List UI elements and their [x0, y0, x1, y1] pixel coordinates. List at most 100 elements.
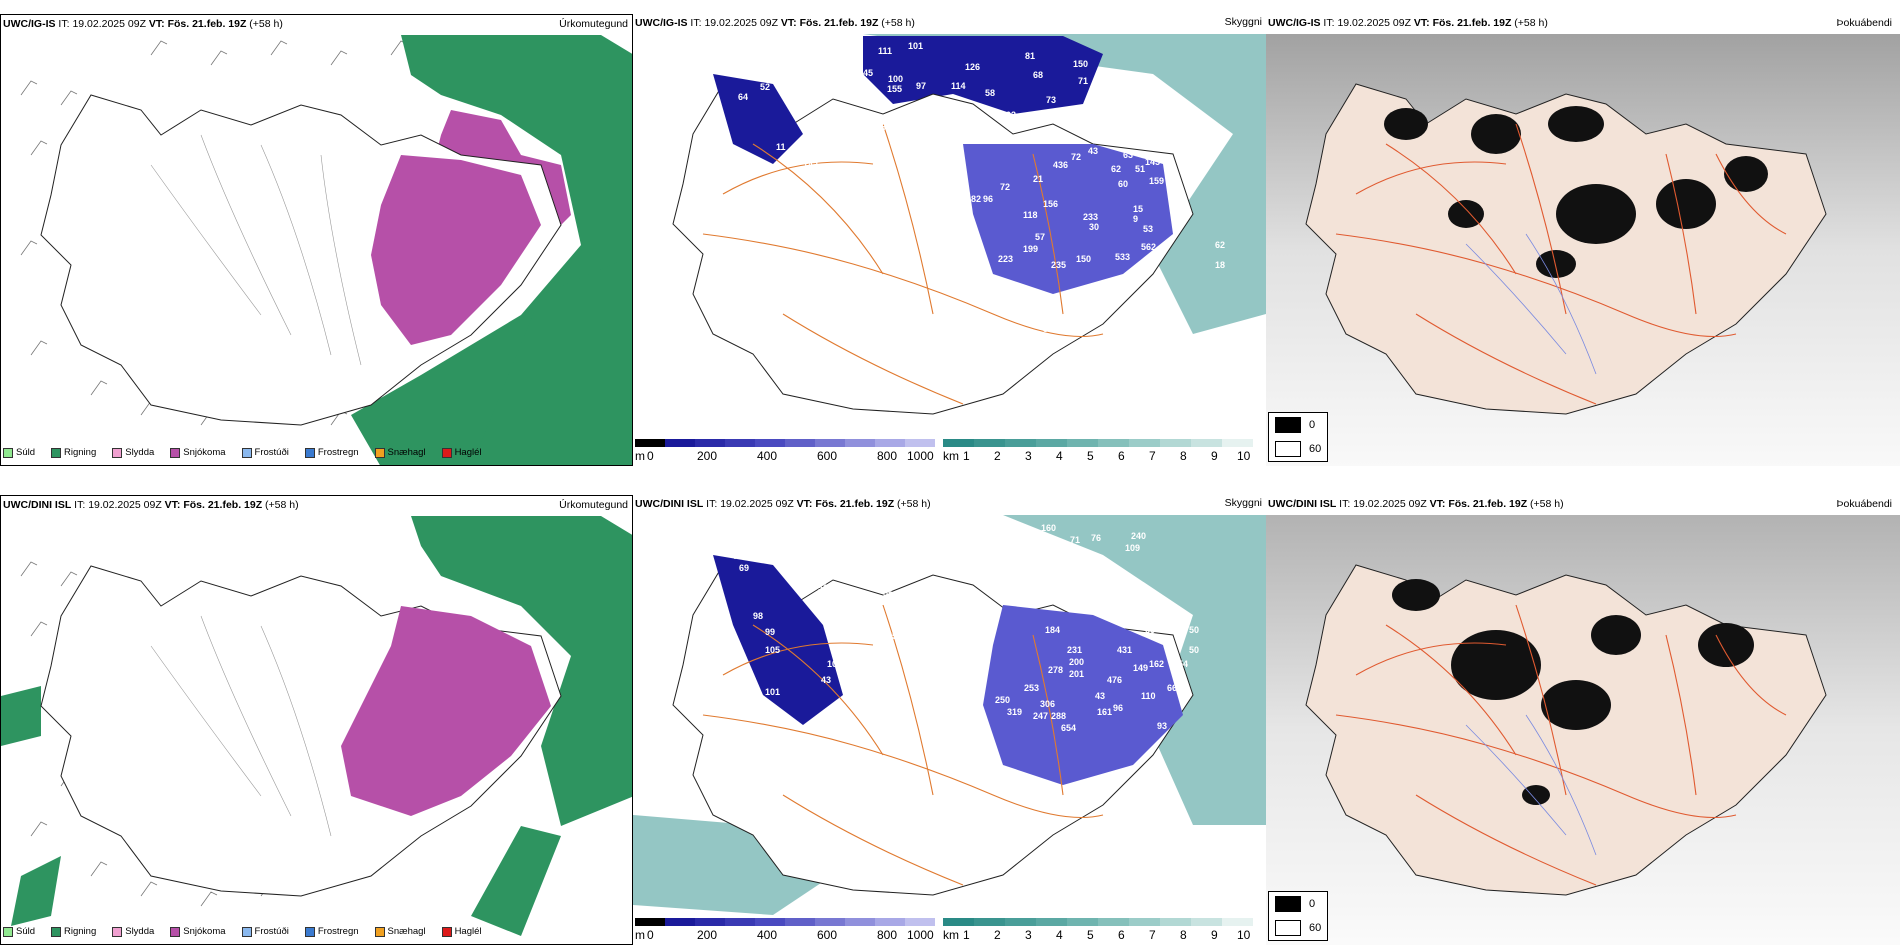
- ceiling-east: [983, 605, 1183, 785]
- cloud-label: 52: [760, 82, 771, 92]
- legend-hail: Haglél: [441, 926, 482, 937]
- cloud-label: 149: [1133, 663, 1149, 673]
- cloud-label: 159: [1149, 176, 1165, 186]
- ceiling-west: [713, 74, 803, 164]
- cloud-label: 156: [1043, 199, 1059, 209]
- cloud-label: 111: [878, 46, 893, 56]
- cloud-label: 43: [1088, 146, 1099, 156]
- cloud-label: 65: [889, 655, 900, 665]
- legend-hail: Haglél: [441, 447, 482, 458]
- cloud-panel-top: UWC/IG-IS IT: 19.02.2025 09Z VT: Fös. 21…: [633, 14, 1266, 466]
- cloud-label: 50: [1116, 613, 1127, 623]
- snow-area-land: [371, 155, 541, 345]
- visibility-unit: km: [943, 928, 959, 942]
- visibility-tick: 3: [1025, 928, 1032, 942]
- cloud-label: 253: [1024, 683, 1040, 693]
- panel-title: UWC/IG-IS IT: 19.02.2025 09Z VT: Fös. 21…: [3, 18, 283, 30]
- cloud-label: 30: [1089, 222, 1100, 232]
- panel-title: UWC/IG-IS IT: 19.02.2025 09Z VT: Fös. 21…: [1268, 17, 1548, 29]
- visibility-colorbar-gradient: [943, 918, 1253, 926]
- ceiling-tick: 200: [697, 928, 718, 942]
- rain-area: [411, 516, 632, 826]
- visibility-tick: 7: [1149, 928, 1156, 942]
- ceiling-colorbar-gradient: [635, 918, 935, 926]
- cloud-label: 306: [1040, 699, 1056, 709]
- cloud-label: 53: [1143, 224, 1154, 234]
- visibility-tick: 4: [1056, 449, 1063, 463]
- cloud-label: 57: [775, 64, 786, 74]
- cloud-label: 75: [1073, 563, 1084, 573]
- cloud-label: 45: [851, 631, 862, 641]
- cloud-label: 235: [1051, 260, 1067, 270]
- legend-sleet: Slydda: [112, 447, 154, 458]
- cloud-label: 50: [1189, 645, 1200, 655]
- visibility-tick: 1: [963, 449, 970, 463]
- precip-legend: Súld Rigning Slydda Snjókoma Frostúði Fr…: [3, 447, 492, 458]
- cloud-label: 37: [868, 645, 879, 655]
- cloud-label: 12: [923, 320, 934, 330]
- legend-snow-pellets: Snæhagl: [374, 447, 426, 458]
- variable-title: Þokuábendi: [1836, 498, 1892, 510]
- cloud-label: 68: [1033, 70, 1044, 80]
- visibility-tick: 1: [963, 928, 970, 942]
- fog-patches: [1384, 106, 1768, 278]
- rain-strip: [1, 686, 561, 936]
- cloud-label: 199: [1023, 244, 1039, 254]
- cloud-label: 61: [779, 557, 790, 567]
- roads: [1335, 604, 1787, 886]
- legend-snow: Snjókoma: [170, 447, 226, 458]
- cloud-label: 82: [971, 194, 982, 204]
- fog-panel-top: UWC/IG-IS IT: 19.02.2025 09Z VT: Fös. 21…: [1266, 14, 1900, 466]
- panel-title: UWC/DINI ISL IT: 19.02.2025 09Z VT: Fös.…: [3, 499, 299, 511]
- variable-title: Skyggni: [1224, 16, 1262, 28]
- cloud-label: 66: [1145, 625, 1156, 635]
- cloud-label: 162: [1149, 659, 1165, 669]
- cloud-label: 230: [873, 237, 889, 247]
- cloud-label: 62: [1111, 164, 1122, 174]
- legend-snow-pellets: Snæhagl: [374, 926, 426, 937]
- ceiling-west: [713, 555, 843, 725]
- ceiling-north: [863, 36, 1103, 114]
- roads: [1335, 123, 1787, 405]
- cloud-label: 69: [1103, 577, 1114, 587]
- legend-sleet: Slydda: [112, 926, 154, 937]
- cloud-label: 58: [985, 88, 996, 98]
- roads: [702, 123, 1104, 405]
- cloud-label: 51: [818, 583, 829, 593]
- fog-legend-high: 0: [1269, 892, 1327, 916]
- legend-freezing-drizzle: Frostúði: [241, 926, 289, 937]
- cloud-label: 201: [1069, 669, 1085, 679]
- cloud-label: 73: [1046, 95, 1057, 105]
- cloud-label: 78: [1076, 104, 1087, 114]
- ceiling-colorbar-gradient: [635, 439, 935, 447]
- cloud-label: 109: [1125, 543, 1141, 553]
- iceland-land: [1305, 564, 1827, 896]
- cloud-panel-bottom: UWC/DINI ISL IT: 19.02.2025 09Z VT: Fös.…: [633, 495, 1266, 945]
- ceiling-tick: 400: [757, 928, 778, 942]
- cloud-label: 72: [1071, 152, 1082, 162]
- variable-title: Þokuábendi: [1836, 17, 1892, 29]
- cloud-label: 66: [1167, 683, 1178, 693]
- ceiling-tick: 1000: [907, 449, 934, 463]
- cloud-label: 184: [1045, 625, 1061, 635]
- snow-area: [341, 606, 551, 816]
- cloud-label: 10: [763, 535, 774, 545]
- cloud-label: 103: [1006, 134, 1022, 144]
- variable-title: Skyggni: [1224, 497, 1262, 509]
- rivers: [1465, 233, 1597, 375]
- legend-freezing-rain: Frostregn: [304, 447, 359, 458]
- visibility-tick: 9: [1211, 449, 1218, 463]
- visibility-tick: 3: [1025, 449, 1032, 463]
- ceiling-tick: 0: [647, 928, 654, 942]
- legend-drizzle: Súld: [3, 447, 35, 458]
- roads: [702, 604, 1104, 886]
- ceiling-tick: 400: [757, 449, 778, 463]
- iceland-land: [1305, 83, 1827, 415]
- fog-map: [1266, 515, 1900, 945]
- ceiling-tick: 200: [697, 449, 718, 463]
- cloud-label: 72: [733, 551, 744, 561]
- cloud-label: 76: [1091, 533, 1102, 543]
- cloud-label: 528: [953, 266, 969, 276]
- visibility-tick: 6: [1118, 449, 1125, 463]
- cloud-label: 102: [1001, 110, 1017, 120]
